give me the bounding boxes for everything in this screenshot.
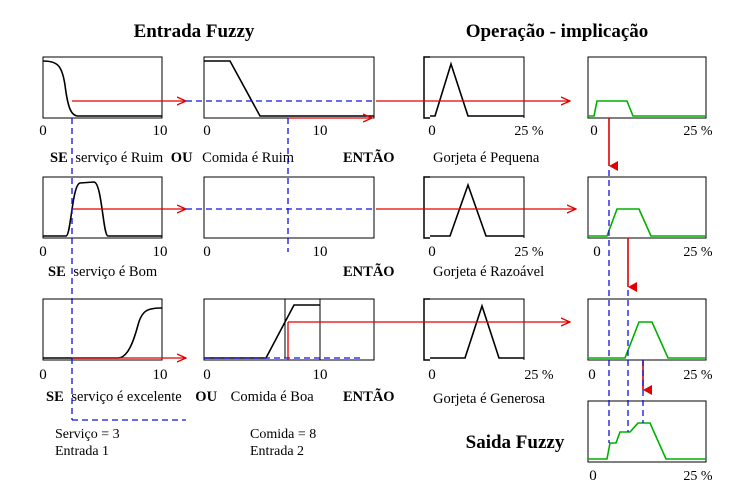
axis-pct: 25 %	[683, 245, 713, 260]
then-keyword: ENTÃO	[343, 262, 395, 280]
axis-ten: 10	[313, 244, 328, 260]
if-keyword: SE	[46, 389, 64, 405]
operation-title: Operação - implicação	[466, 21, 649, 42]
axis-ten: 10	[153, 244, 168, 260]
aggregate-output: 0 25 %	[587, 400, 713, 484]
food-good-curve	[204, 304, 320, 359]
output-bracket	[423, 56, 430, 119]
axis-zero: 0	[39, 244, 47, 260]
tip-term: Gorjeta é Pequena	[433, 150, 540, 166]
service-term: serviço é excelente	[71, 389, 181, 405]
food-good-panel-empty	[203, 176, 375, 239]
axis-zero: 0	[593, 244, 601, 260]
rule-row-2: 0 10 0 10 0 25 % 0 25 % SE serviço é Bom…	[39, 176, 713, 292]
service-input-value: Serviço = 3	[55, 427, 120, 442]
tip-term: Gorjeta é Razoável	[433, 264, 544, 280]
tip-average-panel	[430, 176, 525, 238]
tip-small-panel	[430, 56, 525, 118]
if-keyword: SE	[50, 150, 68, 166]
service-excellent-panel	[42, 298, 163, 361]
then-keyword: ENTÃO	[343, 148, 395, 166]
service-good-panel	[42, 176, 163, 239]
service-excellent-curve	[43, 307, 163, 359]
axis-ten: 10	[153, 123, 168, 139]
food-good-panel	[203, 298, 375, 361]
service-poor-curve	[42, 60, 162, 117]
axis-ten: 10	[313, 367, 328, 383]
axis-pct: 25 %	[524, 368, 554, 383]
tip-average-curve	[430, 182, 524, 237]
rule-3-text: SE serviço é excelente OU Comida é Boa	[46, 389, 314, 405]
axis-zero: 0	[589, 468, 597, 484]
input-title: Entrada Fuzzy	[134, 21, 255, 42]
axis-zero: 0	[203, 244, 211, 260]
tip-term: Gorjeta é Generosa	[433, 391, 545, 407]
output-bracket	[423, 176, 430, 239]
service-input-label: Entrada 1	[55, 444, 109, 459]
axis-zero: 0	[428, 367, 436, 383]
if-keyword: SE	[48, 264, 66, 280]
axis-pct: 25 %	[514, 124, 544, 139]
food-term: Comida é Ruim	[202, 150, 295, 166]
clipped-small-panel	[587, 56, 707, 119]
axis-pct: 25 %	[683, 124, 713, 139]
food-poor-curve	[204, 60, 374, 117]
tip-small-curve	[430, 61, 524, 117]
service-poor-panel	[42, 56, 163, 119]
axis-pct: 25 %	[683, 469, 713, 484]
axis-zero: 0	[588, 367, 596, 383]
rule-row-3: 0 10 0 10 0 25 % 0 25 % SE serviço é exc…	[39, 298, 713, 407]
axis-zero: 0	[203, 367, 211, 383]
output-title: Saida Fuzzy	[466, 432, 565, 453]
service-term: serviço é Bom	[73, 264, 157, 280]
aggregate-curve	[588, 422, 706, 460]
axis-zero: 0	[203, 123, 211, 139]
axis-pct: 25 %	[514, 245, 544, 260]
food-poor-panel	[203, 56, 375, 119]
rule-2-text: SE serviço é Bom	[48, 264, 158, 280]
clipped-generous-panel	[587, 298, 707, 361]
axis-zero: 0	[428, 123, 436, 139]
clipped-small-curve	[588, 100, 706, 117]
tip-generous-panel	[430, 298, 525, 360]
food-input-label: Entrada 2	[250, 444, 304, 459]
rule-1-text: SE serviço é Ruim OU Comida é Ruim	[50, 150, 295, 166]
food-input-value: Comida = 8	[250, 427, 316, 442]
axis-zero: 0	[39, 367, 47, 383]
clipped-generous-curve	[588, 321, 706, 359]
tip-generous-curve	[430, 303, 524, 359]
or-keyword: OU	[195, 389, 217, 405]
axis-pct: 25 %	[683, 368, 713, 383]
axis-zero: 0	[590, 123, 598, 139]
axis-zero: 0	[39, 123, 47, 139]
output-bracket	[423, 298, 430, 361]
food-term: Comida é Boa	[231, 389, 315, 405]
rule-row-1: 0 10 0 10 0 25 % 0 25 % SE serviço é Rui…	[39, 56, 713, 171]
clipped-average-curve	[588, 208, 706, 237]
aggregate-panel	[587, 400, 707, 463]
axis-ten: 10	[313, 123, 328, 139]
axis-ten: 10	[153, 367, 168, 383]
service-good-curve	[43, 181, 162, 237]
axis-zero: 0	[428, 244, 436, 260]
then-keyword: ENTÃO	[343, 387, 395, 405]
or-keyword: OU	[171, 150, 193, 166]
service-term: serviço é Ruim	[75, 150, 164, 166]
clipped-average-panel	[587, 176, 707, 239]
